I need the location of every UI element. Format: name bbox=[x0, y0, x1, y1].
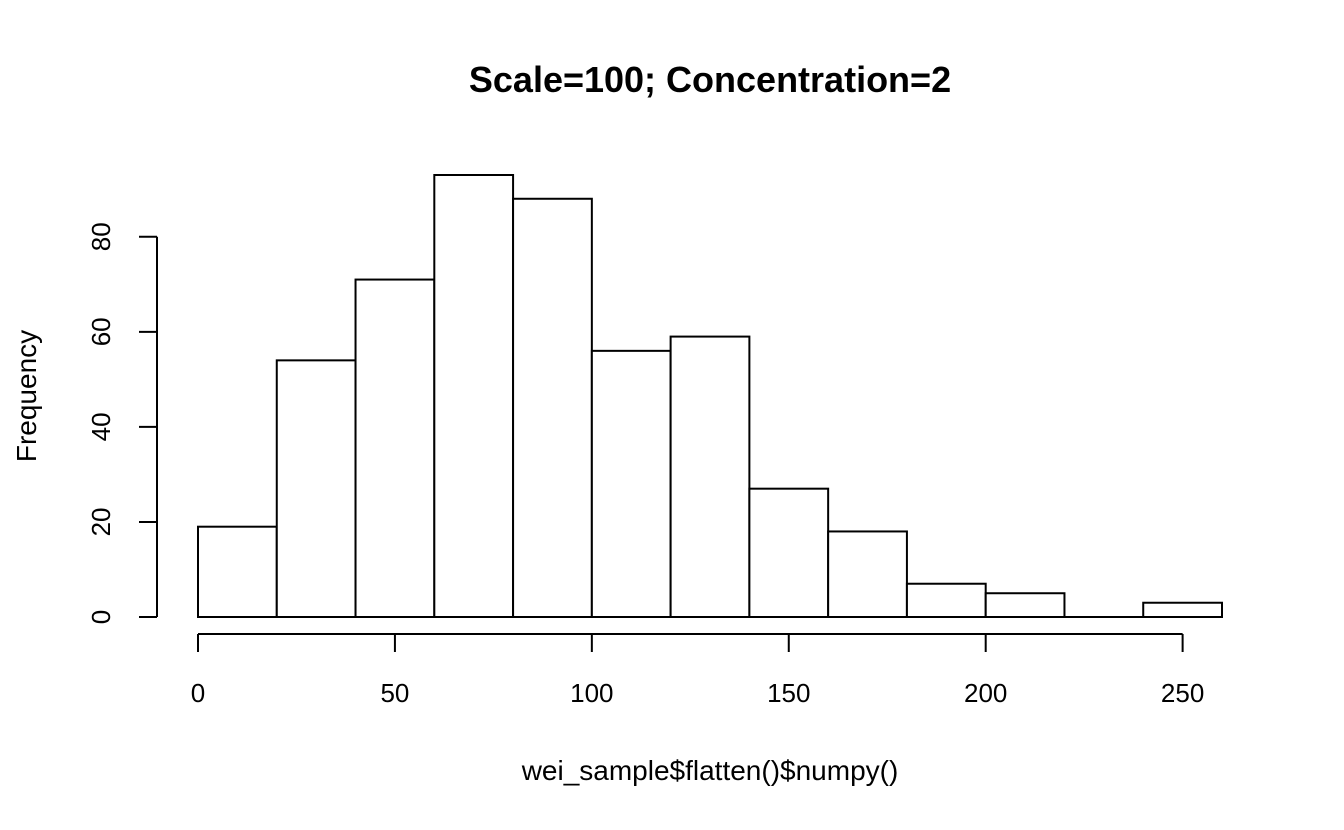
bars-group bbox=[197, 174, 1223, 619]
x-tick-label-3: 150 bbox=[767, 678, 810, 708]
x-tick-label-0: 0 bbox=[191, 678, 205, 708]
histogram-bar-7 bbox=[748, 487, 830, 619]
y-axis: 0 20 40 60 80 bbox=[86, 222, 158, 624]
histogram-bar-10 bbox=[984, 592, 1066, 619]
histogram-bar-0 bbox=[197, 525, 278, 618]
histogram-bar-12 bbox=[1142, 601, 1223, 619]
y-tick-label-3: 60 bbox=[86, 317, 116, 346]
y-tick-label-4: 80 bbox=[86, 222, 116, 251]
histogram-bar-6 bbox=[669, 335, 751, 618]
x-tick-label-5: 250 bbox=[1161, 678, 1204, 708]
histogram-bar-3 bbox=[433, 174, 515, 618]
y-axis-label: Frequency bbox=[11, 330, 42, 462]
histogram-bar-4 bbox=[512, 197, 593, 619]
histogram-bar-9 bbox=[905, 582, 987, 619]
y-tick-label-1: 20 bbox=[86, 507, 116, 536]
histogram-bar-1 bbox=[275, 359, 357, 618]
x-tick-label-2: 100 bbox=[570, 678, 613, 708]
chart-title: Scale=100; Concentration=2 bbox=[469, 59, 951, 100]
x-tick-label-1: 50 bbox=[380, 678, 409, 708]
histogram-bar-5 bbox=[590, 349, 672, 618]
histogram-bar-8 bbox=[827, 530, 908, 618]
x-axis-label: wei_sample$flatten()$numpy() bbox=[521, 755, 899, 786]
y-tick-label-2: 40 bbox=[86, 412, 116, 441]
y-tick-label-0: 0 bbox=[86, 610, 116, 624]
x-tick-label-4: 200 bbox=[964, 678, 1007, 708]
histogram-bar-2 bbox=[354, 278, 436, 618]
x-axis: 0 50 100 150 200 250 bbox=[191, 633, 1204, 708]
